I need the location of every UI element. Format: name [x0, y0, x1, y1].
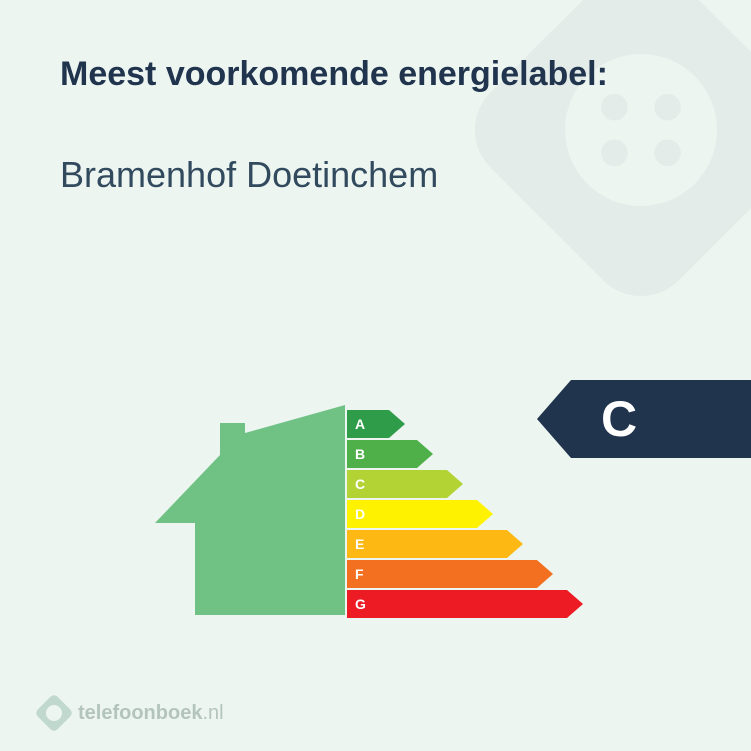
page-title: Meest voorkomende energielabel: — [60, 55, 691, 94]
house-icon — [155, 405, 345, 615]
brand-text: telefoonboek.nl — [78, 702, 224, 725]
energy-bar-label: F — [355, 566, 364, 582]
energy-bar-label: B — [355, 446, 365, 462]
energy-bar-label: D — [355, 506, 365, 522]
energy-bar-label: G — [355, 596, 366, 612]
brand-logo-icon — [34, 693, 74, 733]
energy-bar-label: C — [355, 476, 365, 492]
location-name: Bramenhof Doetinchem — [60, 154, 691, 196]
current-label-letter: C — [601, 390, 637, 448]
energy-bar-label: A — [355, 416, 365, 432]
footer-brand: telefoonboek.nl — [40, 699, 224, 727]
energy-bar-label: E — [355, 536, 364, 552]
